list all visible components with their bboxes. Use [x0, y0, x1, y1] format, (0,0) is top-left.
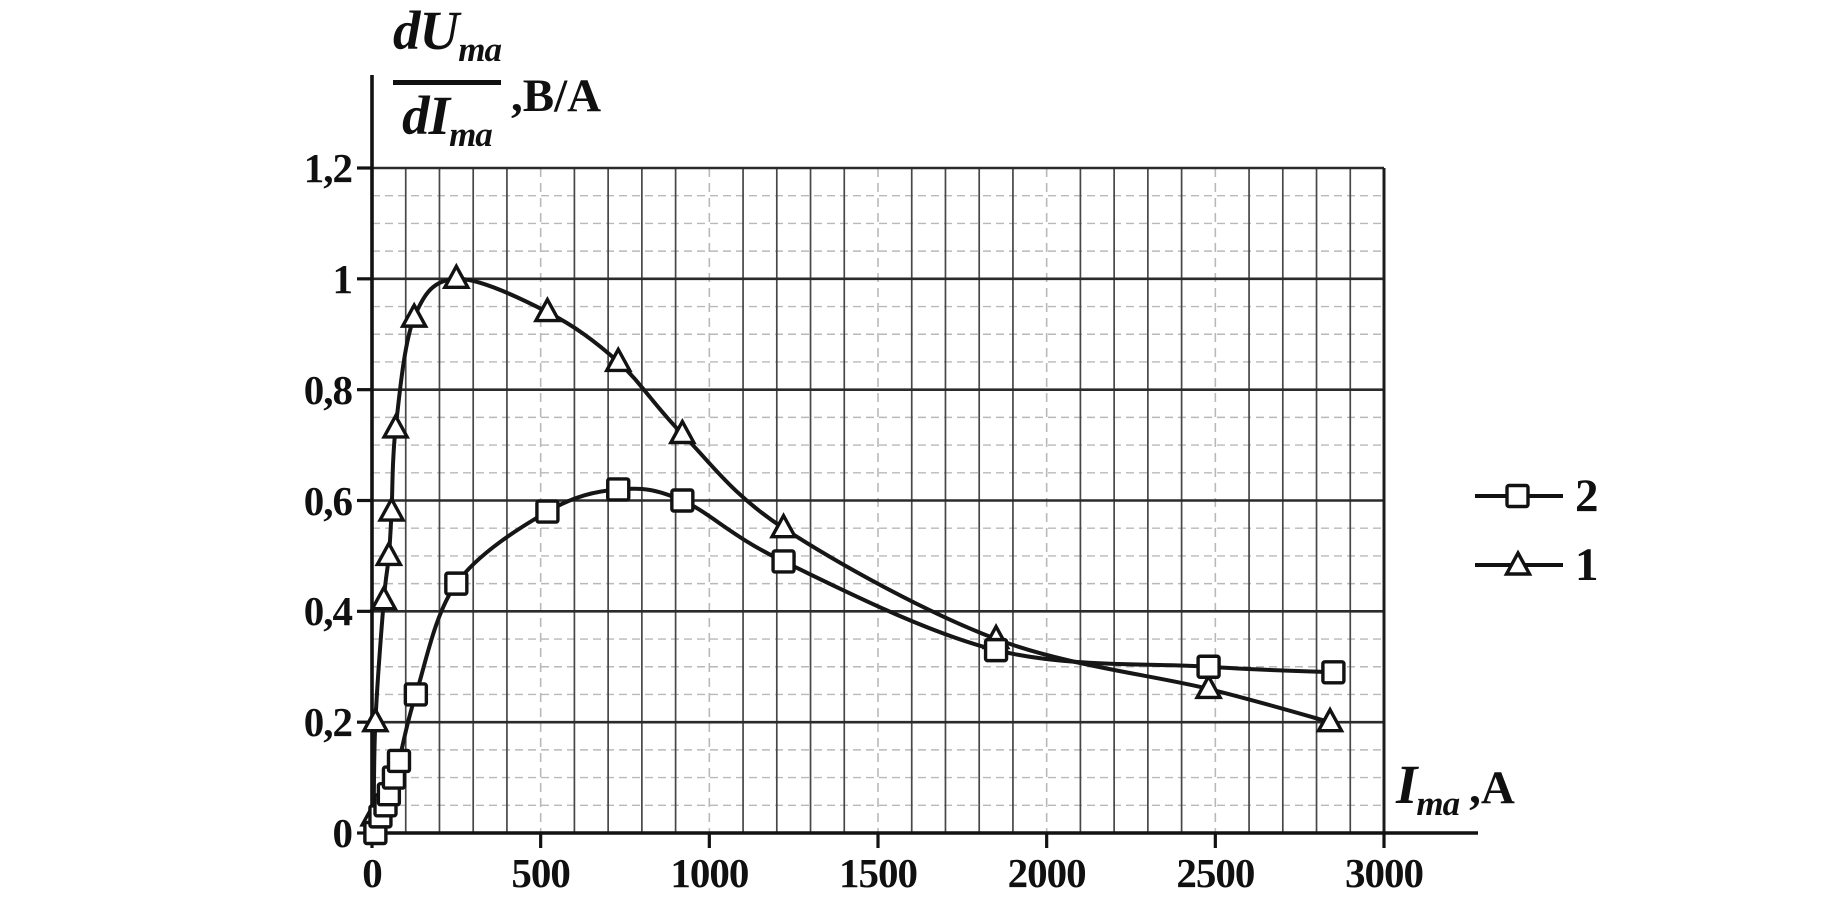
y-tick-label: 1 [332, 255, 354, 302]
square-marker [670, 488, 695, 513]
triangle-marker [441, 262, 471, 290]
triangle-marker [1194, 672, 1223, 700]
x-tick-label: 1500 [839, 850, 918, 896]
y-tick-label: 0,4 [303, 588, 353, 635]
x-axis-title: Ima ,А [1396, 756, 1515, 833]
triangle-marker [603, 345, 633, 373]
square-marker [983, 637, 1009, 663]
y-axis-denominator-sub: ma [449, 115, 493, 154]
fraction-bar [393, 80, 501, 85]
square-marker [403, 682, 429, 707]
x-tick-label: 0 [362, 850, 383, 896]
series-1-curve [371, 276, 1333, 819]
x-tick-label: 1000 [670, 850, 749, 896]
y-axis-denominator: dIma [402, 85, 493, 155]
triangle-marker [769, 512, 798, 539]
x-tick-label: 2500 [1176, 850, 1255, 896]
y-axis-numerator: dUma [393, 0, 502, 70]
triangle-marker [361, 706, 390, 733]
x-axis-unit: ,А [1469, 762, 1515, 814]
y-tick-label: 0,2 [303, 699, 353, 746]
legend-marker-square [1475, 483, 1563, 508]
x-tick-label: 500 [511, 850, 571, 896]
square-marker [1321, 660, 1346, 685]
y-tick-label: 0 [332, 810, 354, 856]
square-marker [771, 549, 796, 574]
x-tick-label: 2000 [1007, 850, 1087, 896]
y-axis-unit: ,В/А [510, 70, 602, 122]
y-axis-numerator-sub: ma [458, 30, 502, 69]
square-marker [444, 571, 469, 596]
square-marker [386, 748, 412, 774]
triangle-marker [377, 495, 406, 522]
square-marker [535, 499, 560, 524]
triangle-marker [1315, 706, 1345, 733]
triangle-marker [369, 584, 399, 611]
series-2-curve [373, 486, 1336, 835]
triangle-marker [533, 296, 562, 323]
x-tick-label: 3000 [1345, 850, 1424, 896]
y-axis-fraction: dUma dIma [393, 0, 502, 164]
y-tick-label: 0,8 [303, 366, 353, 413]
x-axis-symbol: Ima [1396, 754, 1460, 824]
legend-item-2: 2 [1473, 461, 1599, 530]
square-marker [1196, 654, 1221, 679]
triangle-marker [667, 417, 697, 445]
legend-label: 2 [1575, 469, 1599, 522]
legend-marker-triangle [1475, 548, 1563, 576]
y-axis-title: dUma dIma ,В/А [393, 2, 601, 164]
triangle-marker [399, 301, 429, 328]
y-tick-label: 0,6 [303, 477, 353, 524]
x-axis-symbol-sub: ma [1416, 784, 1460, 823]
legend-label: 1 [1575, 538, 1599, 591]
legend-item-1: 1 [1473, 530, 1599, 599]
triangle-marker [381, 412, 410, 439]
square-marker [606, 477, 631, 502]
y-tick-label: 1,2 [303, 145, 353, 191]
triangle-marker [374, 539, 404, 567]
